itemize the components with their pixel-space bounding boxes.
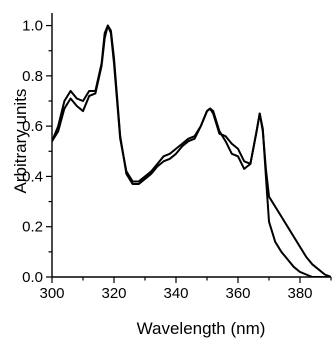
- y-tick-label: 0.2: [22, 219, 43, 236]
- x-tick-label: 300: [39, 285, 64, 302]
- x-axis-label: Wavelength (nm): [137, 319, 266, 338]
- x-tick-label: 320: [101, 285, 126, 302]
- plot-area: [52, 24, 331, 277]
- x-tick-label: 380: [287, 285, 312, 302]
- y-tick-label: 0.0: [22, 269, 43, 286]
- series-line-2: [52, 24, 331, 277]
- y-axis-label: Arbitrary units: [11, 89, 30, 194]
- y-tick-label: 0.6: [22, 118, 43, 135]
- y-tick-label: 0.8: [22, 68, 43, 85]
- x-tick-label: 360: [225, 285, 250, 302]
- axes: 300 320 340 360 380 0.0 0.2 0.4 0.6 0.8 1.0: [22, 13, 332, 302]
- x-tick-label: 340: [163, 285, 188, 302]
- series-line-1: [52, 24, 331, 277]
- y-tick-label: 0.4: [22, 168, 43, 185]
- y-tick-label: 1.0: [22, 18, 43, 35]
